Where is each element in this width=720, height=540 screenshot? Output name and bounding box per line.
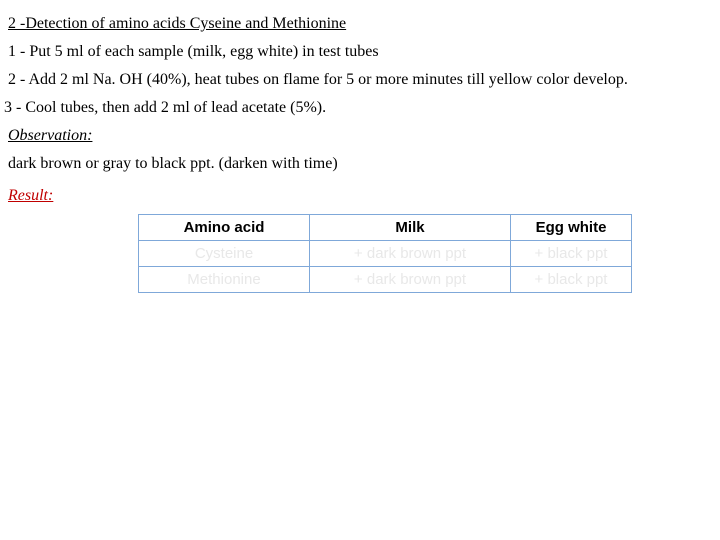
cell-egg: + black ppt xyxy=(511,241,632,267)
table-header-row: Amino acid Milk Egg white xyxy=(139,215,632,241)
results-table: Amino acid Milk Egg white Cysteine + dar… xyxy=(138,214,632,293)
step-1: 1 - Put 5 ml of each sample (milk, egg w… xyxy=(8,40,712,64)
cell-amino-acid: Cysteine xyxy=(139,241,310,267)
col-header-egg: Egg white xyxy=(511,215,632,241)
observation-label: Observation: xyxy=(8,124,712,148)
step-2: 2 - Add 2 ml Na. OH (40%), heat tubes on… xyxy=(8,68,712,92)
cell-egg: + black ppt xyxy=(511,267,632,293)
observation-text: dark brown or gray to black ppt. (darken… xyxy=(8,152,712,176)
table-row: Methionine + dark brown ppt + black ppt xyxy=(139,267,632,293)
col-header-milk: Milk xyxy=(310,215,511,241)
section-heading: 2 -Detection of amino acids Cyseine and … xyxy=(8,12,712,36)
cell-milk: + dark brown ppt xyxy=(310,241,511,267)
col-header-amino-acid: Amino acid xyxy=(139,215,310,241)
cell-amino-acid: Methionine xyxy=(139,267,310,293)
step-3: 3 - Cool tubes, then add 2 ml of lead ac… xyxy=(4,96,712,120)
result-label: Result: xyxy=(8,184,138,208)
cell-milk: + dark brown ppt xyxy=(310,267,511,293)
table-row: Cysteine + dark brown ppt + black ppt xyxy=(139,241,632,267)
